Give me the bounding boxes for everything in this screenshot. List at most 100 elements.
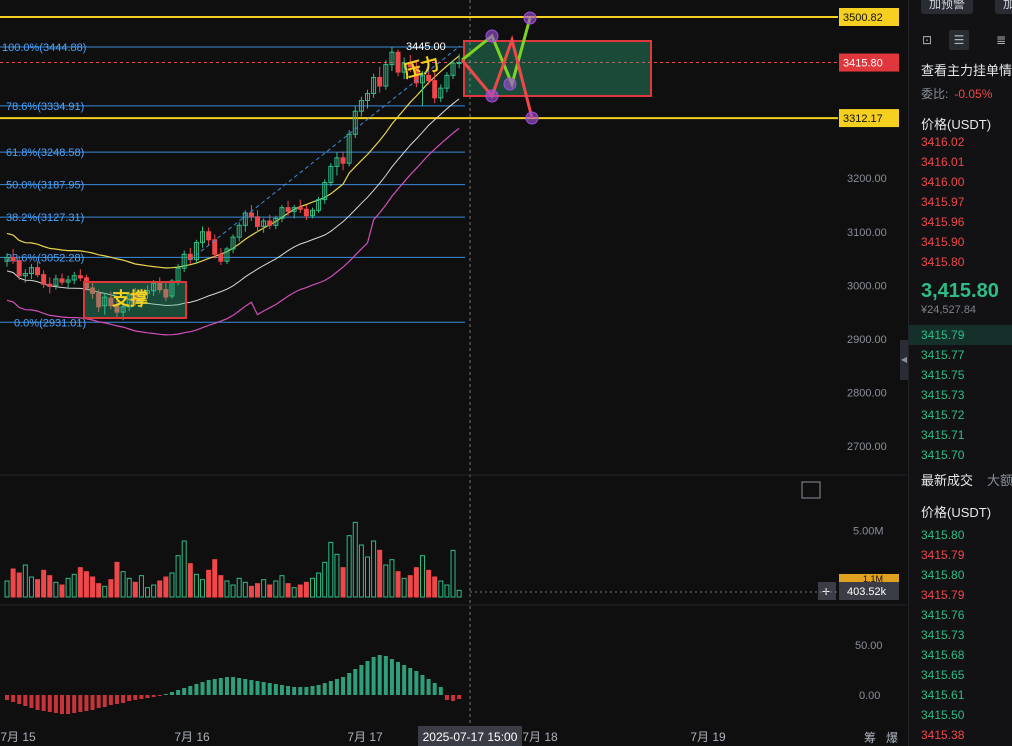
volume-bar xyxy=(35,579,41,598)
trade-price[interactable]: 3415.65 xyxy=(921,668,965,682)
trade-price[interactable]: 3415.79 xyxy=(921,588,965,602)
ask-price[interactable]: 3415.80 xyxy=(921,255,965,269)
trade-price[interactable]: 3415.38 xyxy=(921,728,965,742)
candle-body xyxy=(102,296,108,307)
candle-body xyxy=(65,279,71,283)
bid-price[interactable]: 3415.79 xyxy=(921,328,965,342)
candle-body xyxy=(157,282,163,291)
ask-price[interactable]: 3416.02 xyxy=(921,135,965,149)
candle-body xyxy=(145,290,151,294)
y-tick-label: 2700.00 xyxy=(847,441,887,453)
volume-bar xyxy=(59,584,65,598)
volume-bar xyxy=(22,564,28,598)
macd-histogram-bar xyxy=(163,694,168,695)
volume-bar xyxy=(138,575,144,598)
candle-body xyxy=(255,216,261,227)
pressure-zone-box xyxy=(463,40,652,97)
macd-histogram-bar xyxy=(169,692,174,695)
trade-price[interactable]: 3415.80 xyxy=(921,568,965,582)
bid-price[interactable]: 3415.72 xyxy=(921,408,965,422)
volume-bar xyxy=(200,579,206,598)
y-tick-label: 3200.00 xyxy=(847,173,887,185)
volume-bar xyxy=(310,577,315,598)
candle-body xyxy=(230,236,236,250)
bid-price[interactable]: 3415.73 xyxy=(921,388,965,402)
panel-collapse-handle[interactable]: ◀ xyxy=(900,340,908,380)
volume-badge-label: 403.52k xyxy=(847,586,887,598)
macd-histogram-bar xyxy=(133,695,138,700)
add-alert-button[interactable]: 加预警 xyxy=(921,0,974,14)
bid-price[interactable]: 3415.70 xyxy=(921,448,965,462)
trade-price[interactable]: 3415.79 xyxy=(921,548,965,562)
ask-price[interactable]: 3416.00 xyxy=(921,175,965,189)
volume-bar xyxy=(47,575,53,598)
trend-dashed-line xyxy=(189,45,461,261)
candle-body xyxy=(16,260,22,277)
macd-histogram-bar xyxy=(47,695,52,712)
orderbook-sidebar: 加预警 加 ⊡ ☰ ≣ 查看主力挂单情 委比: -0.05% 价格(USDT) 3… xyxy=(908,0,1012,746)
macd-histogram-bar xyxy=(102,695,107,707)
volume-bar xyxy=(358,544,364,598)
support-zone-box xyxy=(83,281,187,319)
book-layout-icon[interactable]: ☰ xyxy=(949,30,969,50)
orderbook-title[interactable]: 查看主力挂单情 xyxy=(921,63,1012,78)
trade-price[interactable]: 3415.61 xyxy=(921,688,965,702)
ask-price[interactable]: 3415.97 xyxy=(921,195,965,209)
ask-price[interactable]: 3416.01 xyxy=(921,155,965,169)
fib-level-label: 78.6%(3334.91) xyxy=(6,101,84,113)
trade-price[interactable]: 3415.50 xyxy=(921,708,965,722)
tab-large-trades[interactable]: 大额 xyxy=(987,473,1012,488)
candle-body xyxy=(352,110,358,135)
x-tick-label: 7月 16 xyxy=(174,730,210,744)
candle-body xyxy=(328,165,334,183)
ask-price[interactable]: 3415.96 xyxy=(921,215,965,229)
macd-histogram-bar xyxy=(59,695,64,714)
tab-latest-trades[interactable]: 最新成交 xyxy=(921,473,974,488)
bid-price[interactable]: 3415.77 xyxy=(921,348,965,362)
fib-level-label: 100.0%(3444.88) xyxy=(2,42,86,54)
volume-bar xyxy=(212,559,218,598)
fib-level-label: 50.0%(3187.95) xyxy=(6,180,84,192)
volume-bar xyxy=(316,572,322,598)
list-view-icon[interactable]: ≣ xyxy=(995,33,1007,47)
macd-histogram-bar xyxy=(182,688,187,695)
footer-liq-label[interactable]: 爆 xyxy=(886,731,899,745)
projection-node-marker xyxy=(525,111,539,125)
volume-bar xyxy=(114,561,120,598)
fib-level-label: 38.2%(3127.31) xyxy=(6,212,84,224)
macd-histogram-bar xyxy=(292,687,297,695)
chart-area[interactable]: 3200.00 3100.00 3000.00 2900.00 2800.00 2700.… xyxy=(0,0,906,746)
volume-bar xyxy=(206,569,212,598)
macd-histogram-bar xyxy=(176,690,181,695)
ask-price[interactable]: 3415.90 xyxy=(921,235,965,249)
candle-body xyxy=(108,297,114,307)
macd-histogram-bar xyxy=(72,695,77,713)
macd-histogram-bar xyxy=(237,678,242,695)
add-more-button[interactable]: 加 xyxy=(995,0,1012,14)
lower-band-line xyxy=(6,127,460,336)
candle-body xyxy=(4,256,10,262)
both-sides-view-icon[interactable]: ⊡ xyxy=(921,33,933,47)
volume-bar xyxy=(145,587,151,598)
volume-bar xyxy=(151,584,157,598)
price-chart[interactable]: 3200.00 3100.00 3000.00 2900.00 2800.00 2700.… xyxy=(0,0,906,746)
bid-list: 3415.79 3415.77 3415.75 3415.73 3415.72 … xyxy=(921,325,964,465)
trade-price[interactable]: 3415.68 xyxy=(921,648,965,662)
candle-body xyxy=(200,231,206,243)
footer-chip-label[interactable]: 筹 xyxy=(864,731,877,745)
bid-price[interactable]: 3415.75 xyxy=(921,368,965,382)
bid-price[interactable]: 3415.71 xyxy=(921,428,965,442)
trade-price[interactable]: 3415.80 xyxy=(921,528,965,542)
best-bid-highlight xyxy=(909,325,1012,345)
trade-price[interactable]: 3415.76 xyxy=(921,608,965,622)
macd-tick-label: 50.00 xyxy=(855,640,883,652)
volume-bar xyxy=(456,589,462,598)
volume-bar xyxy=(407,575,413,598)
price-badge xyxy=(839,109,899,128)
trade-price[interactable]: 3415.73 xyxy=(921,628,965,642)
volume-bar xyxy=(126,577,132,598)
macd-histogram-bar xyxy=(255,681,260,695)
trades-price-header: 价格(USDT) xyxy=(921,505,992,520)
candle-body xyxy=(126,294,132,308)
ask-list: 3416.02 3416.01 3416.00 3415.97 3415.96 … xyxy=(921,132,964,272)
